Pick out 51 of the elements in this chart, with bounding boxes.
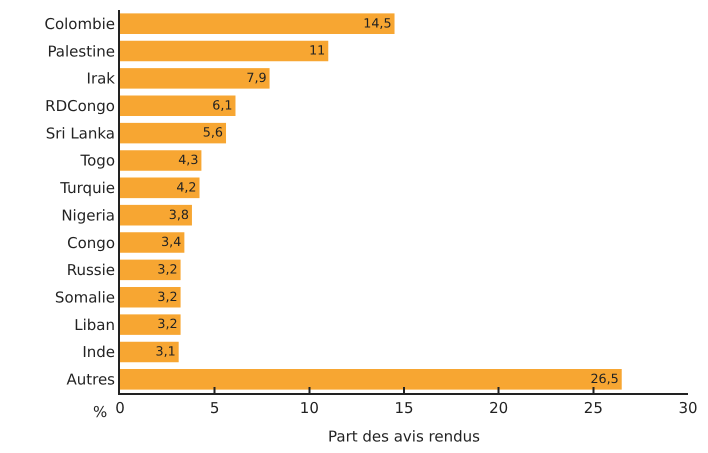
y-tick-label: Russie xyxy=(66,261,115,280)
y-tick-label: Congo xyxy=(67,234,115,252)
bar xyxy=(120,40,328,62)
y-tick-label: Irak xyxy=(86,70,116,88)
bar xyxy=(120,342,179,362)
data-label: 3,1 xyxy=(156,344,176,359)
bar xyxy=(120,260,181,280)
x-tick-label: 30 xyxy=(678,399,698,417)
data-label: 6,1 xyxy=(212,97,232,112)
data-label: 3,8 xyxy=(168,206,189,222)
y-tick-label: Somalie xyxy=(54,288,115,306)
data-label: 3,2 xyxy=(157,316,178,332)
bar xyxy=(120,204,192,226)
data-label: 4,3 xyxy=(178,152,198,168)
bar xyxy=(120,95,236,116)
bar xyxy=(120,178,200,198)
y-tick-label: Autres xyxy=(66,370,116,389)
y-tick-label: Turquie xyxy=(59,179,115,198)
y-tick-label: Colombie xyxy=(44,14,115,33)
data-label: 14,5 xyxy=(363,15,392,30)
bar xyxy=(120,68,270,89)
x-tick-label: 10 xyxy=(300,399,319,417)
bar xyxy=(120,150,202,171)
bar xyxy=(120,286,181,308)
data-label: 3,2 xyxy=(157,288,178,304)
y-tick-label: Togo xyxy=(80,152,115,170)
bar xyxy=(120,314,181,335)
data-label: 26,5 xyxy=(590,370,619,386)
x-tick-label: 20 xyxy=(489,399,508,417)
bar xyxy=(120,232,184,253)
data-label: 3,4 xyxy=(161,234,182,250)
data-label: 3,2 xyxy=(157,262,178,277)
data-label: 11 xyxy=(309,42,326,58)
y-tick-label: Sri Lanka xyxy=(46,124,115,142)
x-tick-label: 25 xyxy=(584,399,603,417)
y-tick-label: RDCongo xyxy=(45,97,115,115)
y-tick-label: Nigeria xyxy=(61,206,115,224)
y-tick-label: Palestine xyxy=(47,42,115,60)
y-tick-label: Inde xyxy=(82,343,115,362)
bar xyxy=(120,13,395,34)
bar xyxy=(120,369,622,390)
y-tick-label: Liban xyxy=(74,316,115,334)
x-tick-label: 0 xyxy=(115,399,125,417)
x-tick-label: 5 xyxy=(210,399,220,417)
text: % xyxy=(93,403,108,421)
data-label: 7,9 xyxy=(246,70,267,86)
x-tick-label: 15 xyxy=(394,399,414,417)
x-axis-title: Part des avis rendus xyxy=(328,428,480,446)
data-label: 4,2 xyxy=(176,179,197,194)
data-label: 5,6 xyxy=(202,124,223,140)
bar xyxy=(120,122,226,144)
